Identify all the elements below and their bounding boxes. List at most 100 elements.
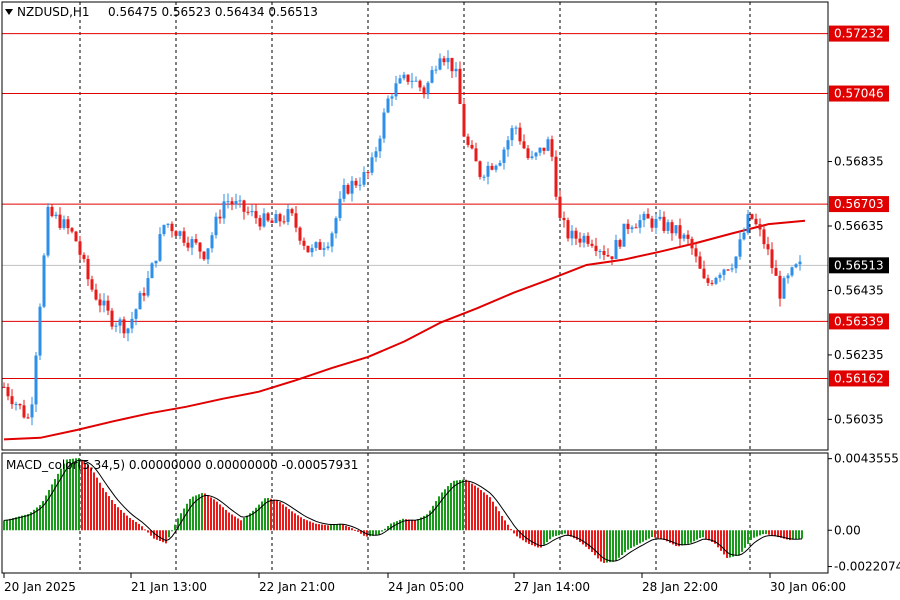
macd-bar bbox=[531, 530, 533, 546]
candle-body bbox=[262, 213, 266, 227]
macd-bar bbox=[438, 496, 440, 531]
candle-body bbox=[94, 289, 98, 300]
candle-body bbox=[390, 96, 394, 99]
macd-bar bbox=[108, 496, 110, 531]
macd-bar bbox=[288, 509, 290, 531]
macd-bar bbox=[402, 518, 404, 531]
candle-body bbox=[414, 80, 418, 82]
macd-panel-frame bbox=[1, 452, 829, 574]
candle-body bbox=[130, 318, 134, 329]
macd-bar bbox=[426, 514, 428, 531]
candle-body bbox=[474, 148, 478, 162]
macd-bar bbox=[243, 517, 245, 531]
candle-body bbox=[786, 275, 790, 279]
dropdown-triangle-icon[interactable] bbox=[5, 9, 13, 15]
macd-bar bbox=[759, 530, 761, 536]
time-axis-label: 22 Jan 21:00 bbox=[259, 580, 335, 594]
macd-bar bbox=[459, 480, 461, 531]
macd-bar bbox=[528, 530, 530, 544]
macd-bar bbox=[381, 530, 383, 532]
candle-body bbox=[398, 78, 402, 84]
candle-body bbox=[150, 263, 154, 279]
macd-bar bbox=[519, 530, 521, 539]
macd-bar bbox=[3, 520, 5, 531]
macd-bar bbox=[12, 518, 14, 531]
candle-body bbox=[46, 206, 50, 256]
candle-body bbox=[530, 156, 534, 159]
macd-bar bbox=[267, 497, 269, 531]
candle-body bbox=[118, 319, 122, 326]
macd-bar bbox=[81, 460, 83, 531]
macd-bar bbox=[165, 530, 167, 544]
grid-lines bbox=[2, 2, 828, 573]
macd-bar bbox=[504, 520, 506, 531]
macd-bar bbox=[570, 530, 572, 537]
candle-body bbox=[494, 165, 498, 170]
macd-bar bbox=[30, 512, 32, 531]
candle-body bbox=[790, 267, 794, 276]
candle-body bbox=[678, 225, 682, 239]
candle-body bbox=[642, 213, 646, 221]
candle-body bbox=[706, 278, 710, 283]
candle-body bbox=[266, 213, 270, 221]
candle-body bbox=[290, 209, 294, 214]
macd-bar bbox=[606, 530, 608, 563]
candle-body bbox=[654, 218, 658, 228]
macd-bar bbox=[339, 523, 341, 531]
macd-bar bbox=[72, 458, 74, 531]
macd-bar bbox=[627, 530, 629, 550]
macd-bar bbox=[48, 489, 50, 531]
macd-bar bbox=[432, 505, 434, 531]
candle-body bbox=[54, 214, 58, 217]
macd-bar bbox=[720, 530, 722, 551]
candle-body bbox=[238, 200, 242, 202]
macd-bar bbox=[798, 530, 800, 539]
macd-bar bbox=[315, 523, 317, 531]
candle-body bbox=[798, 261, 802, 265]
macd-bar bbox=[696, 530, 698, 540]
price-axis-label: 0.56035 bbox=[834, 412, 884, 426]
candle-body bbox=[758, 224, 762, 230]
candle-body bbox=[734, 256, 738, 269]
macd-bar bbox=[435, 501, 437, 531]
macd-bar bbox=[732, 530, 734, 557]
candle-body bbox=[202, 251, 206, 260]
candle-body bbox=[278, 214, 282, 222]
macd-bar bbox=[15, 517, 17, 531]
candle-body bbox=[10, 396, 14, 405]
macd-bar bbox=[159, 530, 161, 542]
candle-body bbox=[578, 238, 582, 243]
macd-bar bbox=[327, 525, 329, 531]
candle-body bbox=[90, 279, 94, 290]
macd-bar bbox=[492, 501, 494, 531]
chart-header: NZDUSD,H1 0.56475 0.56523 0.56434 0.5651… bbox=[5, 5, 358, 472]
macd-bar bbox=[69, 459, 71, 531]
macd-bar bbox=[612, 530, 614, 562]
macd-bar bbox=[63, 463, 65, 531]
macd-bar bbox=[360, 530, 362, 534]
candle-body bbox=[210, 235, 214, 249]
candle-body bbox=[214, 216, 218, 236]
macd-bar bbox=[486, 494, 488, 531]
macd-bar bbox=[318, 524, 320, 531]
candle-body bbox=[106, 300, 110, 311]
macd-bar bbox=[735, 530, 737, 556]
time-axis-label: 27 Jan 14:00 bbox=[514, 580, 590, 594]
macd-bar bbox=[543, 530, 545, 545]
macd-bar bbox=[102, 487, 104, 531]
macd-bar bbox=[666, 530, 668, 542]
candle-body bbox=[722, 269, 726, 275]
candle-body bbox=[282, 221, 286, 223]
macd-bar bbox=[114, 503, 116, 531]
macd-bar bbox=[639, 530, 641, 544]
level-label: 0.57046 bbox=[834, 87, 884, 101]
macd-bar bbox=[90, 467, 92, 531]
candle-body bbox=[194, 239, 198, 243]
candle-body bbox=[34, 355, 38, 405]
candle-body bbox=[6, 387, 10, 397]
macd-bar bbox=[549, 530, 551, 540]
time-axis-label: 24 Jan 05:00 bbox=[388, 580, 464, 594]
candle-body bbox=[346, 184, 350, 194]
candle-body bbox=[206, 248, 210, 260]
axes: 20 Jan 2025 21 Jan 13:00 22 Jan 21:00 24 Ja… bbox=[3, 155, 900, 594]
